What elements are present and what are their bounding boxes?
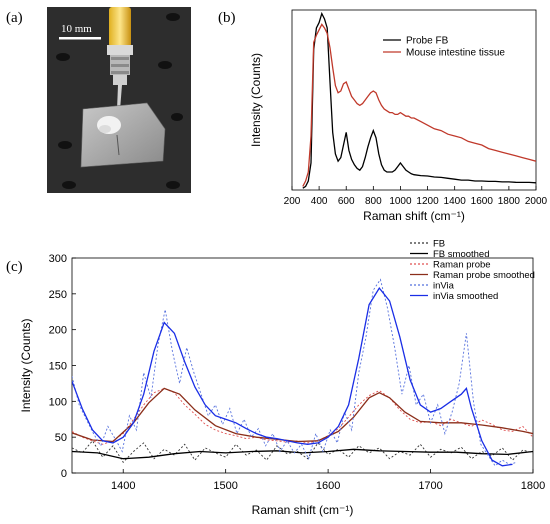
x-tick-label: 1600 [471, 196, 494, 207]
y-tick-label: 200 [49, 325, 67, 337]
x-tick-label: 1800 [521, 480, 545, 492]
series-line-invia-smoothed [72, 286, 513, 467]
legend-label: FB [433, 239, 445, 250]
legend-label: Raman probe [433, 260, 491, 271]
panel-label-c: (c) [6, 259, 23, 275]
legend-label: Probe FB [406, 36, 449, 47]
chart-c: 1400 1500 1600 1700 1800 0 50 100 150 200 250 300 Ra… [19, 239, 545, 518]
x-tick-label: 1200 [416, 196, 439, 207]
x-tick-label: 1000 [389, 196, 412, 207]
series-line-mouse-intestine-tissue [302, 23, 536, 187]
legend-label: inVia [433, 281, 455, 292]
series-line-probe-fb [302, 11, 536, 189]
panel-label-b: (b) [218, 10, 236, 26]
y-tick-label: 250 [49, 289, 67, 301]
series-line-invia [72, 278, 517, 467]
x-tick-label: 1400 [111, 480, 135, 492]
x-tick-label: 2000 [525, 196, 548, 207]
y-tick-label: 50 [55, 432, 67, 444]
x-tick-label: 200 [284, 196, 301, 207]
x-tick-label: 800 [365, 196, 382, 207]
scale-bar [59, 37, 101, 40]
probe-photo: 10 mm [47, 7, 191, 193]
y-axis-label: Intensity (Counts) [19, 318, 33, 412]
x-tick-label: 1600 [316, 480, 340, 492]
x-tick-label: 1700 [418, 480, 442, 492]
scale-bar-label: 10 mm [61, 23, 92, 35]
x-axis-label: Raman shift (cm⁻¹) [252, 503, 354, 517]
y-axis-label: Intensity (Counts) [249, 53, 263, 147]
legend-label: Mouse intestine tissue [406, 48, 505, 59]
series-line-fb [72, 440, 533, 464]
y-tick-label: 0 [61, 468, 67, 480]
aluminum-plate [80, 102, 166, 168]
chart-b: 200 400 600 800 1000 1200 1400 1600 1800 2000 Rama… [249, 9, 548, 223]
y-tick-label: 150 [49, 361, 67, 373]
series-line-fb-smoothed [72, 448, 533, 460]
x-tick-label: 400 [311, 196, 328, 207]
legend-label: FB smoothed [433, 249, 490, 260]
legend-label: inVia smoothed [433, 291, 498, 302]
panel-label-a: (a) [6, 10, 23, 26]
series-line-raman-probe-smoothed [72, 387, 533, 443]
x-axis-label: Raman shift (cm⁻¹) [363, 209, 465, 223]
breadboard-holes [56, 13, 183, 189]
x-tick-label: 1800 [498, 196, 521, 207]
syringe-barrel [109, 7, 131, 47]
plot-frame [291, 9, 537, 191]
x-tick-label: 1500 [213, 480, 237, 492]
x-tick-label: 600 [338, 196, 355, 207]
series-line-raman-probe [72, 387, 533, 445]
legend-label: Raman probe smoothed [433, 270, 535, 281]
x-tick-label: 1400 [444, 196, 467, 207]
y-tick-label: 300 [49, 253, 67, 265]
y-tick-label: 100 [49, 396, 67, 408]
